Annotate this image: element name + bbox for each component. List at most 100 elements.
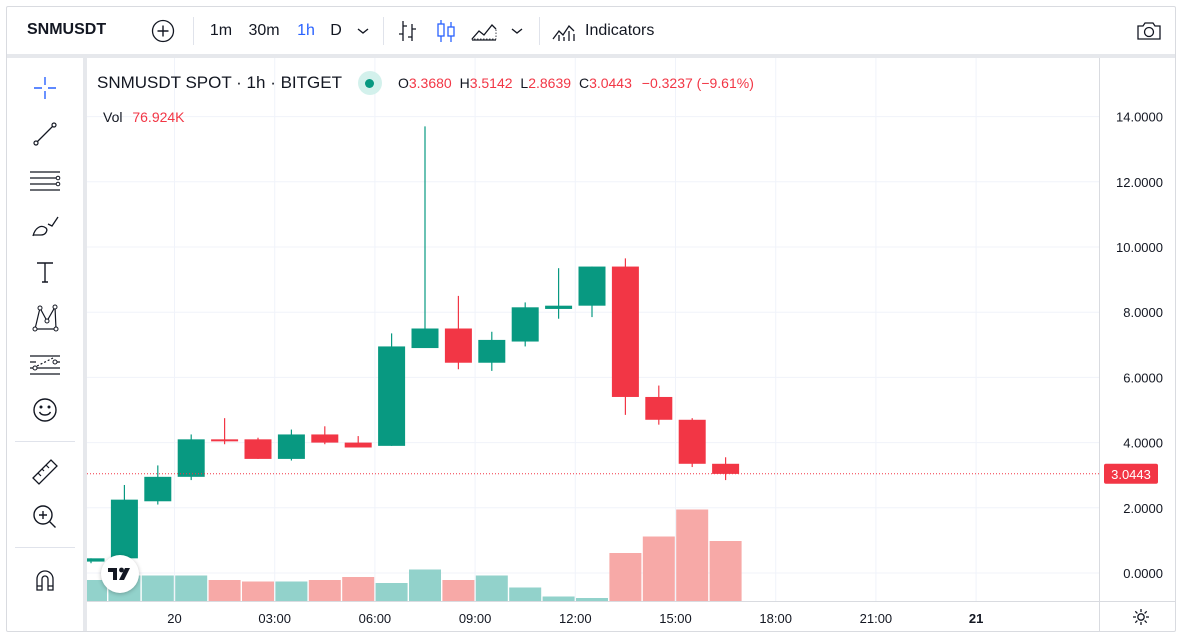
- candle-body: [110, 499, 138, 559]
- chevron-down-icon[interactable]: [353, 17, 373, 45]
- volume-bar: [475, 575, 508, 601]
- candle-body: [444, 328, 472, 363]
- high-value: 3.5142: [469, 75, 513, 91]
- volume-bar: [175, 575, 208, 601]
- toolbar-separator: [539, 17, 540, 45]
- interval-1h[interactable]: 1h: [297, 22, 315, 39]
- toolbar-separator: [383, 17, 384, 45]
- price-tick-label: 2.0000: [1123, 501, 1163, 516]
- candle-body: [645, 396, 673, 420]
- indicators-button[interactable]: Indicators: [551, 17, 671, 45]
- candle-body: [211, 439, 239, 442]
- time-tick-label: 21:00: [860, 611, 893, 626]
- toolbar-separator: [15, 547, 75, 548]
- add-symbol-icon[interactable]: [149, 17, 177, 45]
- change-value: −0.3237 (−9.61%): [641, 75, 754, 91]
- legend-title[interactable]: SNMUSDT SPOT · 1h · BITGET: [97, 73, 342, 92]
- tradingview-logo[interactable]: [101, 555, 139, 593]
- volume-series: [75, 509, 742, 601]
- candle-body: [678, 419, 706, 464]
- close-value: 3.0443: [589, 75, 632, 91]
- market-status-icon[interactable]: [357, 71, 382, 95]
- bar-chart-icon[interactable]: [395, 17, 421, 45]
- chart-window: SNMUSDT 1m 30m 1h D Indicators: [6, 6, 1176, 632]
- horizontal-lines-icon[interactable]: [29, 164, 61, 196]
- candle-series: [77, 126, 740, 564]
- time-tick-label: 03:00: [258, 611, 291, 626]
- high-label: H: [459, 75, 470, 91]
- candle-body: [277, 434, 305, 459]
- camera-icon[interactable]: [1133, 17, 1165, 45]
- price-axis: 14.0000 12.0000 10.0000 8.0000 6.0000 4.0000 2…: [1116, 110, 1163, 581]
- price-tick-label: 4.0000: [1123, 436, 1163, 451]
- text-icon[interactable]: [29, 256, 61, 288]
- volume-bar: [609, 553, 642, 601]
- time-tick-label: 20: [167, 611, 181, 626]
- pattern-icon[interactable]: [29, 302, 61, 334]
- symbol-search[interactable]: SNMUSDT: [27, 21, 107, 38]
- price-tick-label: 12.0000: [1116, 175, 1163, 190]
- candle-body: [545, 305, 573, 309]
- price-tick-label: 10.0000: [1116, 240, 1163, 255]
- candle-body: [712, 463, 740, 474]
- magnet-icon[interactable]: [29, 564, 61, 596]
- candle-body: [611, 266, 639, 397]
- time-tick-label: 12:00: [559, 611, 592, 626]
- time-tick-label: 06:00: [359, 611, 392, 626]
- volume-bar: [642, 536, 675, 601]
- interval-30m[interactable]: 30m: [248, 22, 280, 39]
- brush-icon[interactable]: [29, 210, 61, 242]
- emoji-icon[interactable]: [29, 394, 61, 426]
- last-price-line: 3.0443: [87, 463, 1158, 484]
- price-tick-label: 8.0000: [1123, 305, 1163, 320]
- time-tick-label: 21: [969, 611, 983, 626]
- candle-body: [177, 439, 205, 477]
- open-label: O: [397, 75, 409, 91]
- close-label: C: [578, 75, 590, 91]
- interval-D[interactable]: D: [330, 22, 342, 39]
- volume-bar: [208, 580, 241, 601]
- volume-bar: [342, 577, 375, 601]
- indicators-label: Indicators: [585, 22, 655, 39]
- last-price-badge: [1104, 463, 1158, 484]
- open-value: 3.3680: [408, 75, 452, 91]
- volume-bar: [509, 587, 542, 601]
- volume-legend: Vol 76.924K: [103, 109, 185, 125]
- area-chart-icon[interactable]: [469, 17, 499, 45]
- volume-bar: [409, 569, 441, 601]
- price-tick-label: 6.0000: [1123, 370, 1163, 385]
- indicators-icon: [551, 19, 577, 43]
- candle-body: [244, 439, 272, 459]
- fib-icon[interactable]: [29, 348, 61, 380]
- candles-icon[interactable]: [433, 17, 459, 45]
- time-tick-label: 18:00: [759, 611, 792, 626]
- time-axis: 20 03:00 06:00 09:00 12:00 15:00 18:00 21:00 21: [167, 611, 983, 626]
- candle-body: [344, 442, 372, 448]
- low-value: 2.8639: [528, 75, 572, 91]
- time-tick-label: 09:00: [459, 611, 492, 626]
- trend-line-icon[interactable]: [29, 118, 61, 150]
- volume-bar: [308, 580, 341, 601]
- price-chart[interactable]: 3.0443 14.0000 12.0000 10.0000 8.0000 6.0000…: [75, 58, 1175, 631]
- chart-pane[interactable]: 3.0443 14.0000 12.0000 10.0000 8.0000 6.0000…: [75, 58, 1175, 631]
- toolbar-separator: [15, 441, 75, 442]
- volume-value: 76.924K: [132, 109, 185, 125]
- time-tick-label: 15:00: [659, 611, 692, 626]
- last-price-label: 3.0443: [1111, 467, 1151, 482]
- toolbar-separator: [193, 17, 194, 45]
- candle-body: [144, 476, 172, 502]
- candle-body: [378, 346, 406, 446]
- time-axis-settings-icon[interactable]: [1131, 607, 1151, 627]
- candle-body: [478, 339, 506, 363]
- ruler-icon[interactable]: [29, 456, 61, 488]
- price-tick-label: 14.0000: [1116, 110, 1163, 125]
- volume-bar: [242, 581, 274, 601]
- zoom-in-icon[interactable]: [29, 501, 61, 533]
- chart-type-chevron-icon[interactable]: [507, 17, 527, 45]
- volume-bar: [576, 598, 608, 601]
- candle-body: [578, 266, 606, 306]
- interval-1m[interactable]: 1m: [209, 22, 233, 39]
- candle-body: [411, 328, 439, 349]
- crosshair-icon[interactable]: [29, 72, 61, 104]
- volume-bar: [442, 580, 475, 601]
